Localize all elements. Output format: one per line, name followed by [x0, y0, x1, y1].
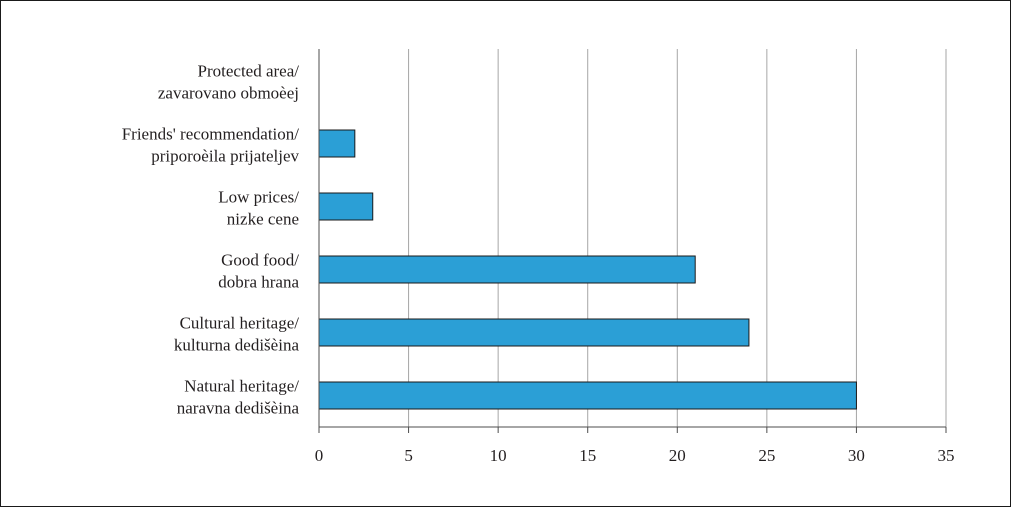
bar-4	[318, 129, 356, 158]
category-label-2: Good food/dobra hrana	[218, 251, 299, 292]
gridlines	[408, 49, 947, 427]
category-label-5: Protected area/zavarovano obmoèej	[158, 62, 299, 103]
category-label-line: Protected area/	[198, 62, 300, 81]
category-label-1: Cultural heritage/kulturna dedišèina	[174, 314, 300, 355]
category-label-line: naravna dedišèina	[177, 399, 300, 418]
x-tick-label-15: 15	[579, 446, 596, 465]
x-tick-label-30: 30	[848, 446, 865, 465]
bar-0	[318, 381, 857, 410]
x-tick-label-25: 25	[758, 446, 775, 465]
category-label-line: priporoèila prijateljev	[151, 147, 299, 166]
category-label-line: nizke cene	[227, 210, 299, 229]
bar-2	[318, 255, 696, 284]
x-tick-label-5: 5	[404, 446, 413, 465]
x-tick-labels: 0 5 10 15 20 25 30 35	[315, 446, 955, 465]
bar-1	[318, 318, 750, 347]
category-label-line: dobra hrana	[218, 273, 299, 292]
bars	[318, 129, 857, 410]
category-label-line: Natural heritage/	[184, 377, 299, 396]
category-label-line: Friends' recommendation/	[122, 125, 300, 144]
category-label-3: Low prices/nizke cene	[218, 188, 299, 229]
category-label-line: zavarovano obmoèej	[158, 84, 299, 103]
category-label-line: kulturna dedišèina	[174, 336, 300, 355]
category-label-line: Cultural heritage/	[180, 314, 300, 333]
axes	[318, 49, 947, 433]
category-label-line: Good food/	[221, 251, 299, 270]
category-label-0: Natural heritage/naravna dedišèina	[177, 377, 300, 418]
bar-3	[318, 192, 374, 221]
x-tick-label-10: 10	[490, 446, 507, 465]
x-tick-label-0: 0	[315, 446, 324, 465]
category-label-line: Low prices/	[218, 188, 299, 207]
category-labels: Natural heritage/naravna dedišèina Cultur…	[122, 62, 300, 418]
x-tick-label-35: 35	[938, 446, 955, 465]
x-tick-label-20: 20	[669, 446, 686, 465]
category-label-4: Friends' recommendation/priporoèila prij…	[122, 125, 300, 166]
